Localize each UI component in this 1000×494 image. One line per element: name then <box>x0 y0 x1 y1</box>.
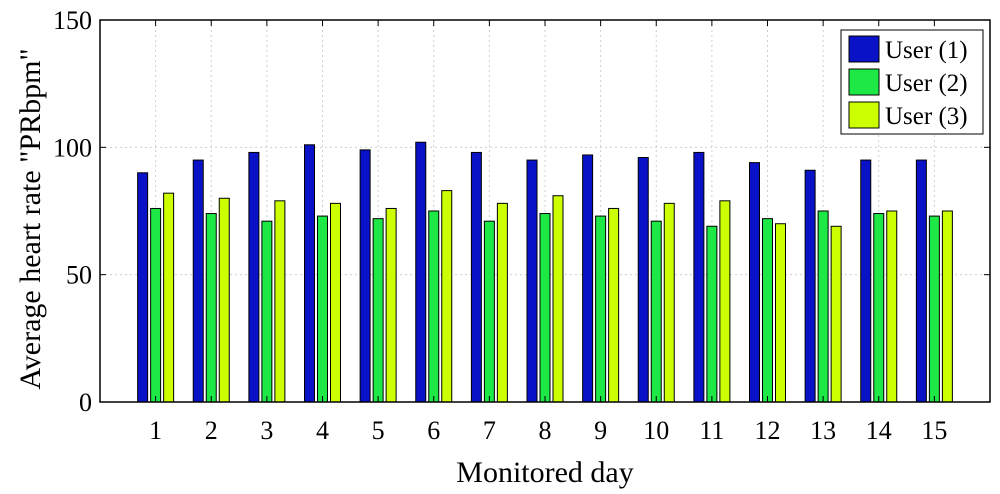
bar-series-2-day-9 <box>595 215 607 403</box>
bar-series-2-day-5 <box>372 218 384 403</box>
bar-series-3-day-4 <box>330 202 341 403</box>
x-tick-label: 13 <box>810 416 836 445</box>
bar-series-3-day-2 <box>218 197 230 403</box>
bar-series-1-day-1 <box>137 172 149 403</box>
bar-series-1-day-11 <box>693 151 705 403</box>
x-tick-label: 11 <box>699 416 724 445</box>
bar-series-1-day-8 <box>526 159 538 403</box>
x-axis-ticks: 1 2 3 4 5 6 7 8 9 10 11 12 13 14 15 <box>149 20 947 445</box>
bar-series-1-day-6 <box>415 141 427 403</box>
bar-series-1-day-10 <box>637 157 649 403</box>
x-tick-label: 10 <box>643 416 669 445</box>
bar-series-2-day-14 <box>873 213 885 403</box>
bar-series-3-day-6 <box>441 190 453 403</box>
bar-series-2-day-15 <box>928 215 940 403</box>
legend-swatch-3 <box>848 101 880 129</box>
x-tick-label: 14 <box>866 416 892 445</box>
y-tick-label: 150 <box>53 6 92 35</box>
bar-series-1-day-2 <box>192 159 204 403</box>
bar-series-1-day-9 <box>582 154 594 403</box>
x-tick-label: 12 <box>755 416 781 445</box>
bar-series-1-day-14 <box>860 159 872 403</box>
bar-series-3-day-1 <box>163 192 175 403</box>
bar-series-3-day-5 <box>385 207 397 403</box>
bar-series-2-day-6 <box>428 210 440 403</box>
bar-series-2-day-7 <box>483 220 495 403</box>
legend-label-3: User (3) <box>885 103 968 130</box>
bar-series-2-day-3 <box>261 220 273 403</box>
bar-series-1-day-3 <box>248 151 260 403</box>
bar-series-2-day-12 <box>762 218 773 403</box>
x-tick-label: 5 <box>372 416 385 445</box>
legend-label-2: User (2) <box>885 70 968 97</box>
bar-series-1-day-5 <box>359 149 371 403</box>
bar-series-3-day-7 <box>496 202 508 403</box>
bar-series-1-day-7 <box>470 151 482 403</box>
bar-series-3-day-13 <box>830 225 842 403</box>
bar-series-2-day-10 <box>650 220 662 403</box>
bar-series-2-day-2 <box>205 213 217 403</box>
bar-series-2-day-11 <box>706 225 718 403</box>
bar-series-3-day-15 <box>941 210 953 403</box>
bar-series-2-day-4 <box>317 215 328 403</box>
x-tick-label: 9 <box>594 416 607 445</box>
x-tick-label: 4 <box>316 416 329 445</box>
bar-series-3-day-9 <box>608 207 620 403</box>
bars <box>137 141 953 403</box>
bar-series-2-day-13 <box>817 210 829 403</box>
bar-series-1-day-13 <box>804 169 816 403</box>
y-axis-ticks: 0 50 100 150 <box>53 6 990 417</box>
bar-series-3-day-14 <box>886 210 898 403</box>
x-axis-label: Monitored day <box>456 456 633 489</box>
bar-series-3-day-11 <box>719 200 731 403</box>
x-tick-label: 1 <box>149 416 162 445</box>
y-tick-label: 50 <box>66 261 92 290</box>
bar-series-3-day-10 <box>663 202 675 403</box>
legend: User (1) User (2) User (3) <box>840 29 984 135</box>
bar-series-3-day-3 <box>274 200 286 403</box>
x-tick-label: 7 <box>483 416 496 445</box>
bar-series-1-day-12 <box>749 162 760 403</box>
x-tick-label: 8 <box>539 416 552 445</box>
legend-swatch-1 <box>848 35 880 63</box>
x-tick-label: 3 <box>260 416 273 445</box>
y-tick-label: 0 <box>79 388 92 417</box>
x-tick-label: 2 <box>205 416 218 445</box>
bar-series-2-day-8 <box>539 213 551 403</box>
bar-series-1-day-4 <box>304 144 315 403</box>
bar-series-2-day-1 <box>150 207 162 403</box>
bar-series-3-day-12 <box>775 223 786 403</box>
bar-series-1-day-15 <box>915 159 927 403</box>
x-tick-label: 6 <box>427 416 440 445</box>
y-tick-label: 100 <box>53 133 92 162</box>
bar-series-3-day-8 <box>552 195 564 403</box>
legend-swatch-2 <box>848 68 880 96</box>
x-tick-label: 15 <box>921 416 947 445</box>
legend-label-1: User (1) <box>885 37 968 64</box>
y-axis-label: Average heart rate "PRbpm" <box>14 48 47 389</box>
